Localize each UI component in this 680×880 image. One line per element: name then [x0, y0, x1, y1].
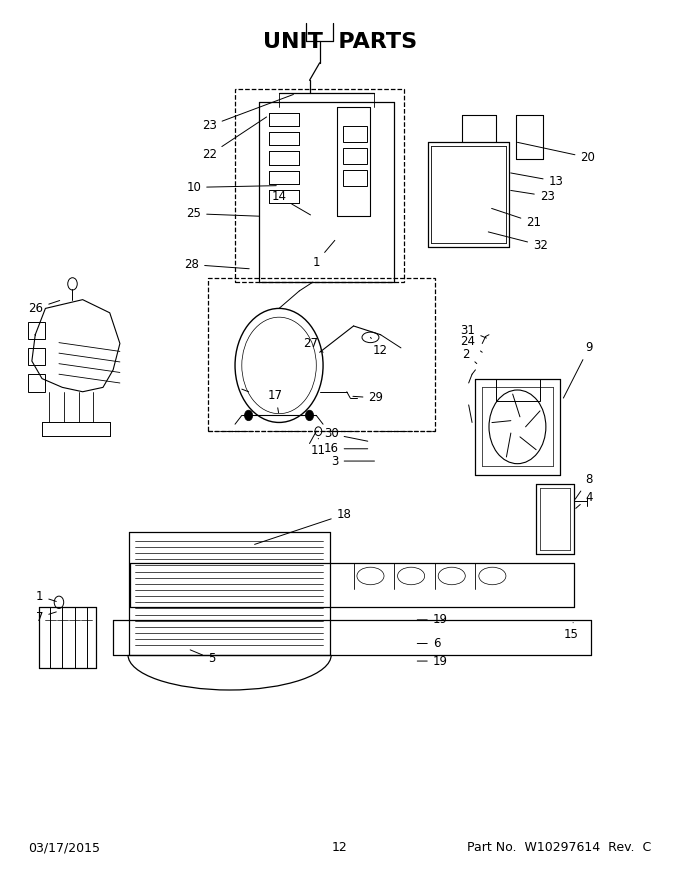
- Text: 21: 21: [492, 209, 541, 229]
- Text: 20: 20: [517, 143, 595, 164]
- Text: 31: 31: [460, 324, 486, 338]
- Text: 1: 1: [36, 590, 56, 603]
- Text: 30: 30: [324, 428, 368, 441]
- Text: 12: 12: [332, 841, 348, 854]
- Text: 12: 12: [371, 337, 388, 356]
- Text: 11: 11: [311, 438, 326, 458]
- Text: 14: 14: [271, 190, 311, 215]
- Text: 5: 5: [190, 649, 216, 665]
- Circle shape: [245, 410, 253, 421]
- Text: 29: 29: [353, 392, 384, 405]
- Text: 25: 25: [186, 207, 259, 220]
- Text: 16: 16: [324, 443, 368, 455]
- Text: 3: 3: [331, 455, 375, 467]
- Text: 10: 10: [186, 181, 276, 194]
- Text: 17: 17: [268, 389, 283, 413]
- Text: 24: 24: [460, 335, 482, 352]
- Bar: [343, 148, 367, 164]
- Text: 13: 13: [511, 173, 564, 187]
- Text: 27: 27: [303, 337, 323, 352]
- Text: 18: 18: [254, 508, 352, 545]
- Text: 1: 1: [313, 240, 335, 268]
- Bar: [29, 348, 46, 365]
- Bar: [343, 126, 367, 142]
- Bar: [29, 321, 46, 339]
- Text: UNIT  PARTS: UNIT PARTS: [263, 32, 417, 52]
- Text: 4: 4: [576, 490, 593, 509]
- Bar: [208, 278, 435, 431]
- Text: 6: 6: [418, 637, 440, 650]
- Text: 23: 23: [202, 94, 293, 133]
- Text: 03/17/2015: 03/17/2015: [29, 841, 101, 854]
- Text: 19: 19: [418, 655, 447, 668]
- Bar: [29, 374, 46, 392]
- Bar: [235, 89, 405, 282]
- Bar: [343, 170, 367, 186]
- Text: Part No.  W10297614  Rev.  C: Part No. W10297614 Rev. C: [467, 841, 651, 854]
- Text: 19: 19: [418, 613, 447, 627]
- Text: 2: 2: [462, 348, 477, 363]
- Text: 26: 26: [29, 300, 60, 315]
- Text: 28: 28: [184, 258, 249, 271]
- Text: 9: 9: [564, 341, 593, 398]
- Text: 22: 22: [202, 117, 267, 161]
- Text: 32: 32: [488, 232, 548, 252]
- Text: 7: 7: [36, 611, 56, 624]
- Bar: [496, 378, 540, 400]
- Text: 8: 8: [575, 473, 592, 499]
- Text: 15: 15: [564, 622, 579, 642]
- Text: 23: 23: [511, 189, 555, 202]
- Circle shape: [305, 410, 313, 421]
